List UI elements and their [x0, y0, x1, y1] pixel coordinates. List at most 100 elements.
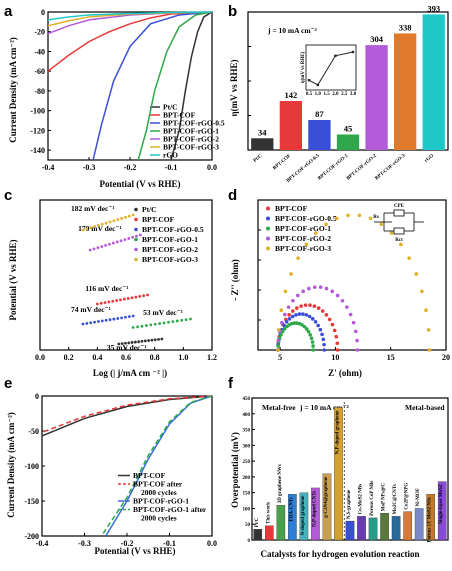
e-plot-frame: [41, 395, 213, 537]
d-data-point-3: [355, 348, 360, 352]
d-data-point-1: [322, 342, 326, 347]
a-xtick-label: -0.2: [124, 163, 137, 172]
b-bar-4: [365, 45, 388, 151]
c-legend-marker: [134, 247, 138, 252]
b-inset-xtick-label: 2.0: [332, 92, 339, 97]
f-bar-14: [414, 508, 424, 541]
d-data-point-4: [426, 328, 431, 332]
b-bar-value-label: 393: [427, 3, 440, 13]
d-data-point-2: [306, 329, 311, 334]
c-data-point-2: [112, 317, 116, 321]
a-series-line-0: [170, 11, 213, 161]
c-data-point-4: [88, 248, 92, 252]
c-data-point-1: [130, 296, 134, 300]
c-data-point-2: [100, 319, 104, 323]
c-data-point-5: [112, 219, 116, 223]
b-inset-xtick-label: 1.5: [323, 92, 330, 97]
b-ylabel: η(mV vs RHE): [229, 60, 239, 117]
d-legend-marker: [266, 206, 270, 211]
d-circuit-label-rs: Rs: [373, 215, 379, 220]
d-circuit-label-rct: Rct: [395, 238, 403, 243]
c-data-point-2: [97, 320, 100, 323]
a-xtick-label: -0.1: [165, 163, 178, 172]
c-data-point-3: [162, 321, 166, 325]
f-ytick-label: 450: [243, 397, 251, 402]
d-data-point-4: [424, 308, 428, 313]
c-data-point-4: [111, 241, 115, 245]
a-ytick-label: -60: [34, 67, 45, 76]
b-category-label: rGO: [424, 154, 435, 164]
b-category-label: BPT-COF-rGO-3: [375, 153, 407, 181]
d-data-point-3: [301, 289, 305, 294]
d-xtick-label: 5: [278, 353, 282, 362]
c-data-point-3: [140, 324, 144, 328]
c-data-point-5: [131, 213, 135, 217]
a-series-line-1: [47, 11, 213, 72]
d-data-point-2: [309, 336, 314, 341]
f-bar-2: [276, 505, 286, 541]
c-data-point-0: [150, 338, 154, 342]
f-ytick-label: 200: [243, 476, 251, 481]
a-legend-label: BPT-COF: [163, 111, 196, 120]
c-data-point-5: [124, 215, 127, 219]
d-data-point-3: [351, 320, 356, 325]
d-data-point-4: [279, 308, 284, 313]
d-data-point-4: [335, 216, 339, 221]
d-data-point-4: [389, 231, 394, 235]
c-legend-label: BPT-COF-rGO-3: [142, 255, 198, 264]
d-data-point-4: [276, 328, 281, 332]
d-data-point-1: [301, 312, 305, 316]
c-data-point-0: [137, 340, 141, 344]
f-group-label-metal-based: Metal-based: [405, 403, 445, 412]
c-data-point-5: [81, 228, 85, 232]
c-data-point-0: [147, 339, 151, 342]
d-data-point-3: [312, 285, 317, 289]
e-legend-label: BPT-COF after: [133, 480, 183, 489]
c-legend-label: BPT-COF-rGO-0.5: [142, 225, 204, 234]
d-data-point-4: [427, 348, 432, 352]
c-data-point-1: [115, 299, 119, 302]
b-bar-3: [336, 134, 360, 150]
e-ytick-label: -100: [24, 462, 39, 471]
d-data-point-0: [287, 313, 291, 317]
d-xtick-label: 10: [331, 353, 339, 362]
b-bar-1: [279, 101, 302, 150]
d-data-point-3: [283, 312, 287, 317]
e-series-line-1: [41, 395, 213, 434]
c-tafel-slope-label: 53 mV dec⁻¹: [143, 308, 183, 317]
c-legend-marker: [134, 217, 138, 222]
b-bar-value-label: 304: [370, 34, 384, 44]
f-annotation: j = 10 mA cm⁻²: [299, 403, 350, 412]
c-data-point-0: [160, 337, 164, 341]
d-circuit-cpe: [393, 209, 405, 217]
c-data-point-1: [134, 295, 138, 299]
c-data-point-3: [189, 317, 192, 321]
f-bar-7: [334, 407, 343, 541]
b-bar-value-label: 45: [344, 123, 353, 133]
d-legend-label: BPT-COF: [275, 204, 308, 213]
c-data-point-2: [93, 320, 96, 324]
c-data-point-0: [124, 341, 127, 345]
f-bar-8: [345, 520, 355, 541]
f-bar-category-label: EDA-CNTs: [289, 497, 294, 521]
b-bar-2: [308, 119, 331, 150]
c-data-point-5: [85, 227, 89, 231]
d-data-point-0: [334, 334, 339, 339]
b-category-label: BPT-COF-rGO-2: [346, 153, 378, 181]
d-data-point-3: [355, 338, 359, 343]
c-data-point-2: [81, 322, 85, 326]
d-data-point-0: [327, 317, 332, 322]
c-legend-label: BPT-COF-rGO-2: [142, 245, 198, 254]
a-legend-label: rGO: [163, 151, 178, 160]
panel-label-a: a: [4, 3, 13, 20]
c-data-point-4: [100, 245, 104, 248]
f-bar-category-label: g-C3N4@graphene: [324, 476, 329, 518]
d-xlabel: Z' (ohm): [328, 368, 362, 378]
b-inset-frame: [305, 44, 357, 91]
e-xtick-label: 0.0: [207, 539, 217, 548]
c-data-point-0: [127, 341, 131, 345]
d-data-point-3: [296, 293, 300, 298]
d-data-point-3: [330, 289, 335, 294]
e-series-line-0: [41, 395, 213, 437]
a-ylabel: Current Density (mA cm⁻²): [8, 37, 18, 143]
